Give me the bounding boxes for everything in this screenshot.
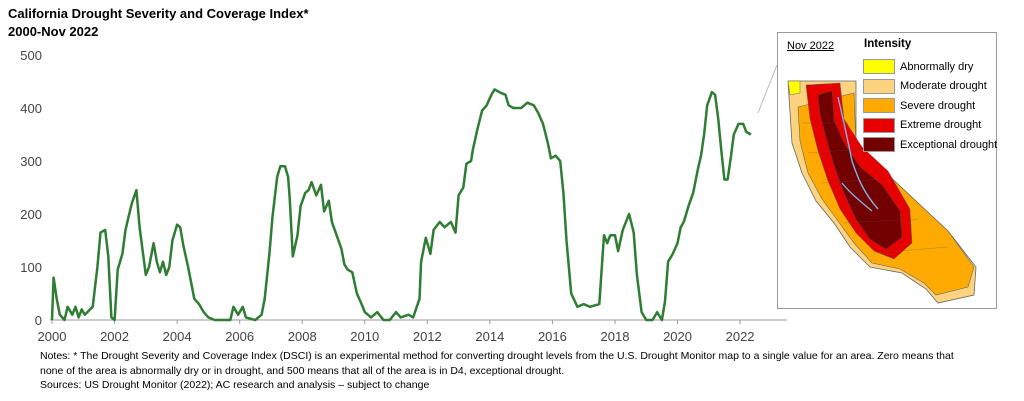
map-date-label: Nov 2022 xyxy=(787,40,835,52)
legend-label: Abnormally dry xyxy=(900,60,974,73)
y-axis: 0 100 200 300 400 500 xyxy=(20,48,42,328)
x-tick-label: 2004 xyxy=(163,329,192,344)
legend-title: Intensity xyxy=(864,38,912,50)
legend-label: Exceptional drought xyxy=(900,138,998,151)
map-river-lines xyxy=(837,96,879,212)
dsci-series-line xyxy=(50,88,752,322)
map-exceptional-drought-area xyxy=(817,90,903,250)
x-tick-label: 2006 xyxy=(225,329,254,344)
chart-title: California Drought Severity and Coverage… xyxy=(8,5,309,41)
map-abnormally-dry-area xyxy=(787,80,801,96)
y-tick-label: 400 xyxy=(20,101,42,116)
dsci-line-chart: 0 100 200 300 400 500 2000 2002 2004 2006 2008 201… xyxy=(20,48,787,344)
california-drought-map xyxy=(787,80,977,304)
legend-swatch xyxy=(863,137,895,153)
sources-line: Sources: US Drought Monitor (2022); AC r… xyxy=(40,379,430,391)
legend-item: Severe drought xyxy=(863,96,997,116)
legend-item: Moderate drought xyxy=(863,77,997,97)
x-tick-label: 2018 xyxy=(601,329,630,344)
x-tick-label: 2010 xyxy=(350,329,379,344)
x-tick-label: 2002 xyxy=(100,329,129,344)
legend-label: Severe drought xyxy=(900,99,976,112)
legend-swatch xyxy=(863,117,895,133)
drought-map-inset: Nov 2022 Intensity Abnormally dry Moderat… xyxy=(777,32,997,309)
legend-item: Abnormally dry xyxy=(863,57,997,77)
chart-title-line2: 2000-Nov 2022 xyxy=(8,24,99,39)
legend-item: Exceptional drought xyxy=(863,135,997,155)
y-tick-label: 0 xyxy=(35,313,42,328)
intensity-legend: Abnormally dry Moderate drought Severe dro… xyxy=(863,57,997,155)
y-tick-label: 200 xyxy=(20,207,42,222)
legend-swatch xyxy=(863,78,895,94)
y-tick-label: 100 xyxy=(20,260,42,275)
x-tick-label: 2020 xyxy=(663,329,692,344)
legend-label: Moderate drought xyxy=(900,80,987,93)
x-tick-label: 2000 xyxy=(38,329,67,344)
notes-line-2: none of the area is abnormally dry or in… xyxy=(40,364,565,377)
inset-leader-line xyxy=(757,64,778,114)
x-axis: 2000 2002 2004 2006 2008 2010 2012 2014 2016 2018… xyxy=(38,319,787,344)
map-county-lines xyxy=(802,122,949,254)
y-tick-label: 300 xyxy=(20,154,42,169)
x-tick-label: 2012 xyxy=(413,329,442,344)
x-tick-label: 2014 xyxy=(475,329,504,344)
legend-label: Extreme drought xyxy=(900,119,982,132)
notes-line-1: Notes: * The Drought Severity and Covera… xyxy=(40,350,954,362)
y-tick-label: 500 xyxy=(20,48,42,63)
x-tick-label: 2022 xyxy=(726,329,755,344)
chart-notes: Notes: * The Drought Severity and Covera… xyxy=(40,349,1020,393)
chart-title-line1: California Drought Severity and Coverage… xyxy=(8,6,309,21)
legend-swatch xyxy=(863,59,895,75)
x-tick-label: 2016 xyxy=(538,329,567,344)
x-tick-label: 2008 xyxy=(288,329,317,344)
california-shape xyxy=(787,80,977,304)
legend-swatch xyxy=(863,98,895,114)
legend-item: Extreme drought xyxy=(863,116,997,136)
